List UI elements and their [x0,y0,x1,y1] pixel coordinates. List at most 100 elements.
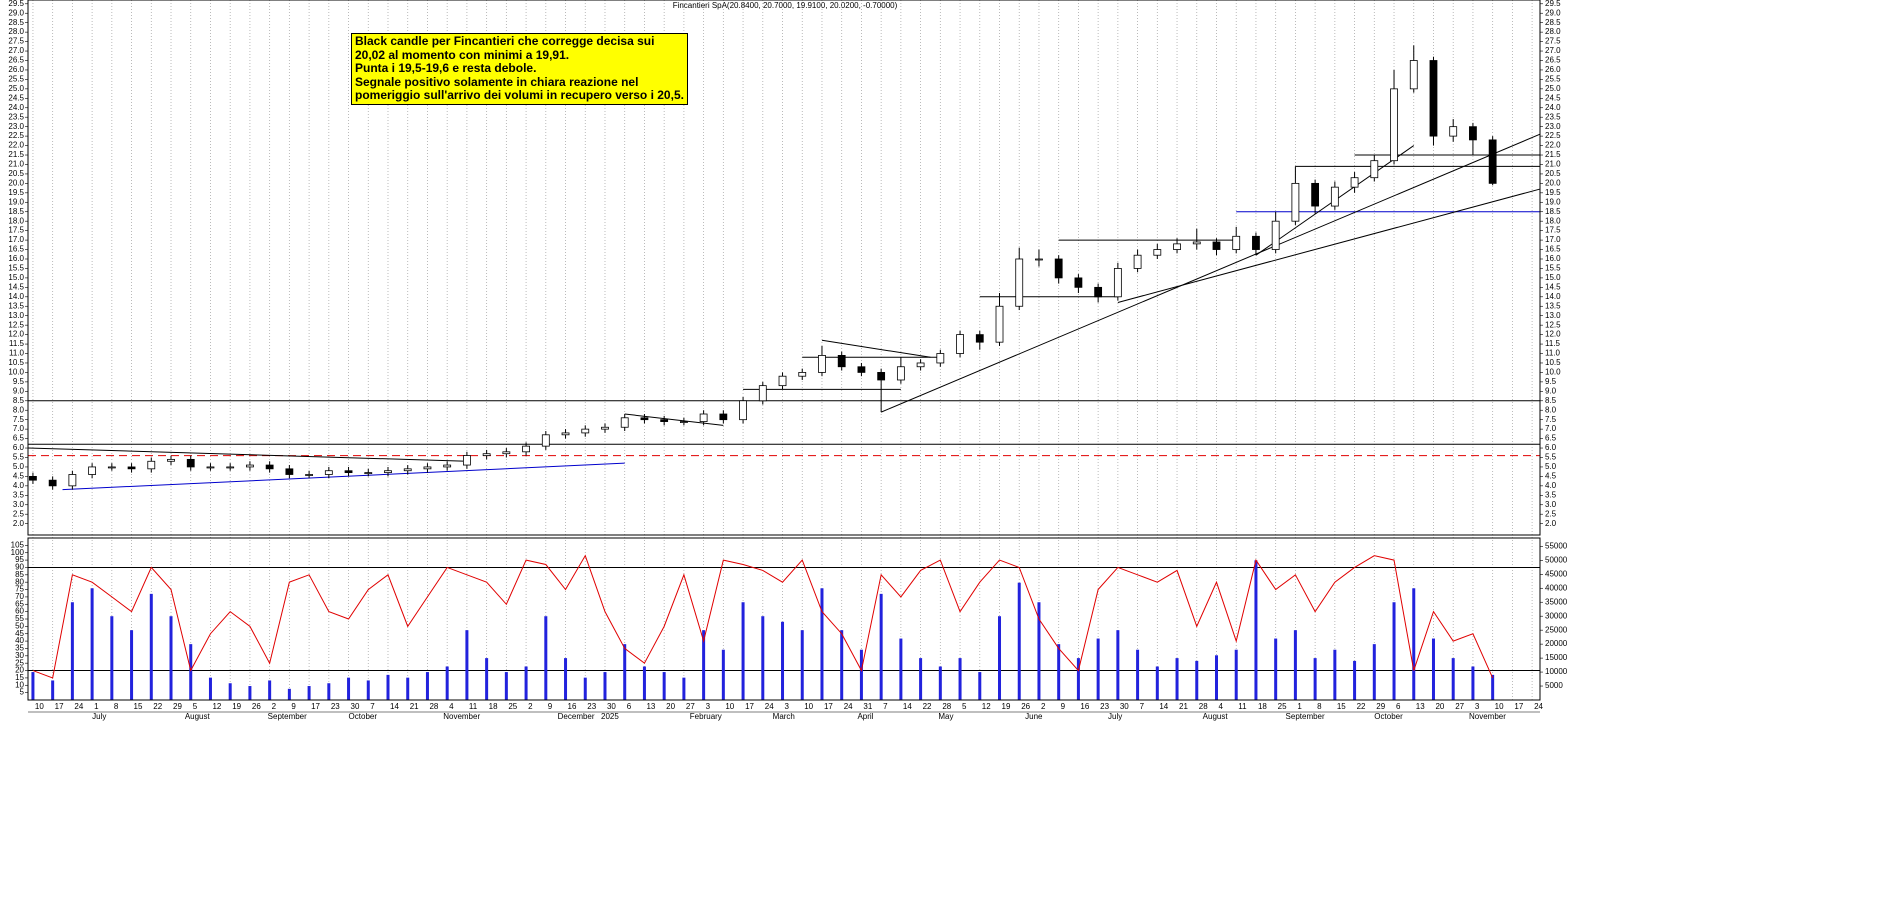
x-tick-label: 12 [212,702,221,711]
volume-bar [859,649,863,700]
volume-bar [406,677,410,700]
y-tick-label: 10 [15,680,24,689]
volume-bar [564,658,568,700]
y-tick-label: 4.0 [13,481,25,490]
candle-body [344,470,353,474]
y-tick-label: 10.0 [8,368,24,377]
y-tick-label: 5.5 [13,453,25,462]
volume-bar [1392,602,1396,700]
y-tick-label: 20.5 [1545,169,1561,178]
x-tick-label: 3 [1475,702,1480,711]
y-tick-label: 35 [15,644,24,653]
candle-body [1015,258,1024,307]
y2-tick-label: 55000 [1545,541,1568,550]
month-label: August [1203,712,1229,721]
candle-body [601,426,609,430]
x-tick-label: 27 [1455,702,1464,711]
month-label: November [443,712,480,721]
x-tick-label: 31 [863,702,872,711]
y-tick-label: 16.5 [8,245,24,254]
volume-bar [919,658,923,700]
volume-bar [603,672,607,700]
y-tick-label: 105 [11,540,25,549]
x-tick-label: 11 [469,702,478,711]
month-label: February [690,712,722,721]
y-tick-label: 29.0 [1545,8,1561,17]
y-tick-label: 29.0 [8,8,24,17]
x-tick-label: 19 [232,702,241,711]
volume-bar [781,621,785,700]
y-tick-label: 18.5 [8,207,24,216]
candle-body [206,466,215,469]
x-tick-label: 17 [55,702,64,711]
x-tick-label: 26 [252,702,261,711]
candle-body [1035,258,1043,261]
volume-bar [130,630,134,700]
y-tick-label: 40 [15,636,24,645]
candle-body [1094,286,1103,298]
y-tick-label: 23.5 [8,112,24,121]
y-tick-label: 17.5 [1545,226,1561,235]
volume-bar [938,666,942,700]
month-label: 2025 [601,712,619,721]
volume-bar [1431,638,1435,700]
x-tick-label: 11 [1238,702,1247,711]
candle-body [877,372,886,381]
volume-bar [682,677,686,700]
candle-body [463,455,471,466]
oscillator-line [32,554,1494,679]
candle-body [541,434,550,447]
indicator-panel-frame [27,537,1541,701]
candle-body [147,460,156,470]
x-tick-label: 21 [1179,702,1188,711]
y-tick-label: 45 [15,629,24,638]
x-tick-label: 12 [982,702,991,711]
y-tick-label: 23.5 [1545,112,1561,121]
x-tick-label: 19 [1002,702,1011,711]
y-tick-label: 17.5 [8,226,24,235]
y-tick-label: 4.5 [1545,472,1557,481]
y-tick-label: 8.0 [13,405,25,414]
y-tick-label: 25.5 [8,75,24,84]
y-tick-label: 26.0 [1545,65,1561,74]
price-panel-frame [27,0,1541,536]
annotation-line: 20,02 al momento con minimi a 19,91. [355,47,570,62]
volume-bar [445,666,449,700]
volume-bar [1136,649,1140,700]
candle-body [324,470,333,475]
volume-bar [287,688,291,700]
x-tick-label: 7 [1140,702,1145,711]
candle-body [1133,254,1142,269]
y-tick-label: 27.5 [1545,37,1561,46]
month-label: September [1286,712,1325,721]
x-tick-label: 1 [94,702,99,711]
x-tick-label: 9 [548,702,553,711]
y-tick-label: 21.5 [8,150,24,159]
y-tick-label: 5.0 [1545,462,1557,471]
candle-body [620,417,629,428]
x-tick-label: 2 [528,702,533,711]
y-tick-label: 2.5 [1545,509,1557,518]
candle-body [1153,249,1162,256]
x-tick-label: 16 [1080,702,1089,711]
volume-bar [1116,630,1120,700]
candle-body [423,466,432,470]
candle-body [1291,182,1300,222]
volume-bar [208,677,212,700]
candle-body [1252,235,1260,250]
chart-title: Fincantieri SpA(20.8400, 20.7000, 19.910… [673,1,898,10]
y-tick-label: 29.5 [1545,0,1561,8]
y-tick-label: 3.0 [13,500,25,509]
y-tick-label: 6.0 [13,443,25,452]
y-tick-label: 26.5 [8,56,24,65]
volume-bar [1214,655,1218,700]
y-tick-label: 3.0 [1545,500,1557,509]
x-tick-label: 14 [390,702,399,711]
x-tick-label: 3 [706,702,711,711]
y-tick-label: 3.5 [13,490,25,499]
month-label: December [558,712,595,721]
candle-body [778,375,787,387]
y-tick-label: 65 [15,599,24,608]
